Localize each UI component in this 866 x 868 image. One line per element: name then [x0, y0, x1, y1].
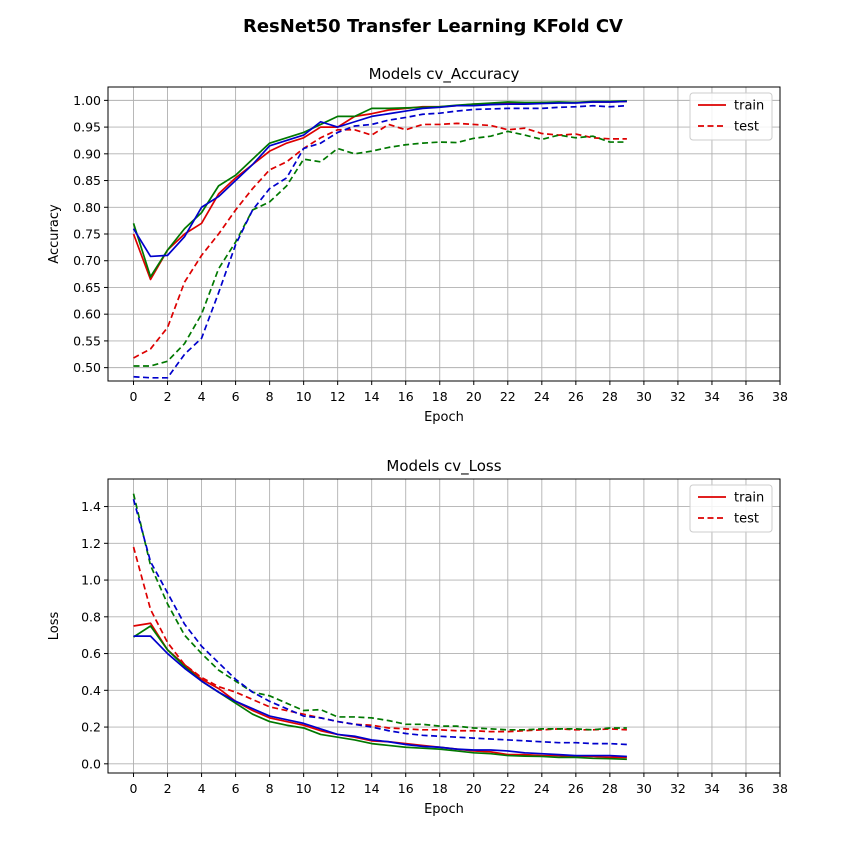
loss-x-tick-label: 2	[164, 781, 172, 796]
loss-y-tick-label: 0.8	[81, 609, 101, 624]
accuracy-x-tick-label: 28	[602, 389, 618, 404]
loss-y-tick-label: 0.0	[81, 756, 101, 771]
accuracy-x-axis-label: Epoch	[424, 410, 464, 425]
accuracy-legend-train-label: train	[734, 99, 764, 114]
accuracy-y-tick-label: 0.50	[73, 360, 101, 375]
loss-x-tick-label: 28	[602, 781, 618, 796]
loss-axes-frame	[107, 478, 781, 774]
loss-y-tick-label: 1.0	[81, 573, 101, 588]
accuracy-x-tick-label: 20	[466, 389, 482, 404]
loss-legend-train-label: train	[734, 491, 764, 506]
loss-x-tick-label: 4	[198, 781, 206, 796]
loss-x-tick-label: 16	[398, 781, 414, 796]
accuracy-x-tick-label: 4	[198, 389, 206, 404]
accuracy-y-tick-label: 0.95	[73, 120, 101, 135]
loss-x-tick-label: 30	[636, 781, 652, 796]
loss-x-tick-label: 10	[296, 781, 312, 796]
accuracy-x-tick-label: 0	[130, 389, 138, 404]
accuracy-y-tick-label: 0.80	[73, 200, 101, 215]
accuracy-y-tick-label: 0.85	[73, 173, 101, 188]
loss-x-tick-label: 32	[670, 781, 686, 796]
accuracy-x-tick-label: 34	[704, 389, 720, 404]
accuracy-y-tick-label: 0.90	[73, 146, 101, 161]
accuracy-y-axis-label: Accuracy	[47, 204, 62, 264]
loss-x-tick-label: 14	[364, 781, 380, 796]
loss-legend-test-label: test	[734, 512, 759, 527]
loss-x-tick-label: 18	[432, 781, 448, 796]
accuracy-x-tick-label: 36	[738, 389, 754, 404]
loss-x-tick-label: 6	[232, 781, 240, 796]
loss-y-tick-label: 0.4	[81, 683, 101, 698]
accuracy-legend: train test	[689, 92, 773, 141]
accuracy-x-tick-label: 10	[296, 389, 312, 404]
loss-y-tick-label: 1.4	[81, 499, 101, 514]
loss-red-test-line	[132, 546, 627, 733]
accuracy-x-tick-label: 12	[330, 389, 346, 404]
accuracy-x-tick-label: 24	[534, 389, 550, 404]
accuracy-x-tick-label: 18	[432, 389, 448, 404]
accuracy-legend-test-label: test	[734, 120, 759, 135]
loss-blue-train-line	[133, 635, 627, 758]
accuracy-blue-train-line	[132, 100, 627, 258]
loss-x-tick-label: 38	[772, 781, 788, 796]
accuracy-y-tick-label: 0.65	[73, 280, 101, 295]
accuracy-x-tick-label: 26	[568, 389, 584, 404]
loss-x-tick-label: 34	[704, 781, 720, 796]
accuracy-chart: 0 2 4 6 8 10 12 14 16 18 20 22 24 26 28 30 32 34 36 380.500…	[47, 65, 788, 425]
loss-y-tick-label: 1.2	[81, 536, 101, 551]
accuracy-x-tick-label: 16	[398, 389, 414, 404]
accuracy-x-tick-label: 2	[164, 389, 172, 404]
accuracy-x-tick-label: 14	[364, 389, 380, 404]
loss-legend: train test	[689, 484, 773, 533]
accuracy-y-tick-label: 1.00	[73, 93, 101, 108]
accuracy-y-tick-label: 0.60	[73, 307, 101, 322]
accuracy-x-tick-label: 22	[500, 389, 516, 404]
loss-chart: 0 2 4 6 8 10 12 14 16 18 20 22 24 26 28 30 32 34 36 380.00.…	[47, 457, 788, 817]
loss-series-group	[132, 493, 627, 761]
loss-y-tick-label: 0.6	[81, 646, 101, 661]
accuracy-blue-test-line	[133, 104, 627, 379]
loss-x-tick-label: 24	[534, 781, 550, 796]
accuracy-x-tick-label: 30	[636, 389, 652, 404]
loss-x-axis-label: Epoch	[424, 802, 464, 817]
accuracy-green-test-line	[133, 130, 627, 367]
accuracy-x-tick-label: 38	[772, 389, 788, 404]
accuracy-chart-title: Models cv_Accuracy	[369, 65, 520, 84]
loss-green-test-line	[132, 493, 627, 731]
loss-x-tick-label: 12	[330, 781, 346, 796]
loss-x-tick-label: 20	[466, 781, 482, 796]
loss-x-tick-label: 26	[568, 781, 584, 796]
loss-x-tick-label: 36	[738, 781, 754, 796]
loss-y-axis-label: Loss	[47, 612, 62, 641]
loss-x-tick-label: 22	[500, 781, 516, 796]
loss-chart-title: Models cv_Loss	[386, 457, 501, 476]
loss-x-tick-label: 8	[266, 781, 274, 796]
loss-blue-test-line	[132, 498, 627, 746]
accuracy-series-group	[132, 100, 627, 379]
accuracy-y-tick-label: 0.70	[73, 253, 101, 268]
loss-y-tick-label: 0.2	[81, 720, 101, 735]
accuracy-y-tick-label: 0.55	[73, 333, 101, 348]
accuracy-x-tick-label: 8	[266, 389, 274, 404]
figure-suptitle: ResNet50 Transfer Learning KFold CV	[243, 16, 623, 37]
accuracy-green-train-line	[132, 100, 627, 278]
accuracy-x-tick-label: 32	[670, 389, 686, 404]
loss-x-tick-label: 0	[130, 781, 138, 796]
accuracy-y-tick-label: 0.75	[73, 227, 101, 242]
accuracy-x-tick-label: 6	[232, 389, 240, 404]
